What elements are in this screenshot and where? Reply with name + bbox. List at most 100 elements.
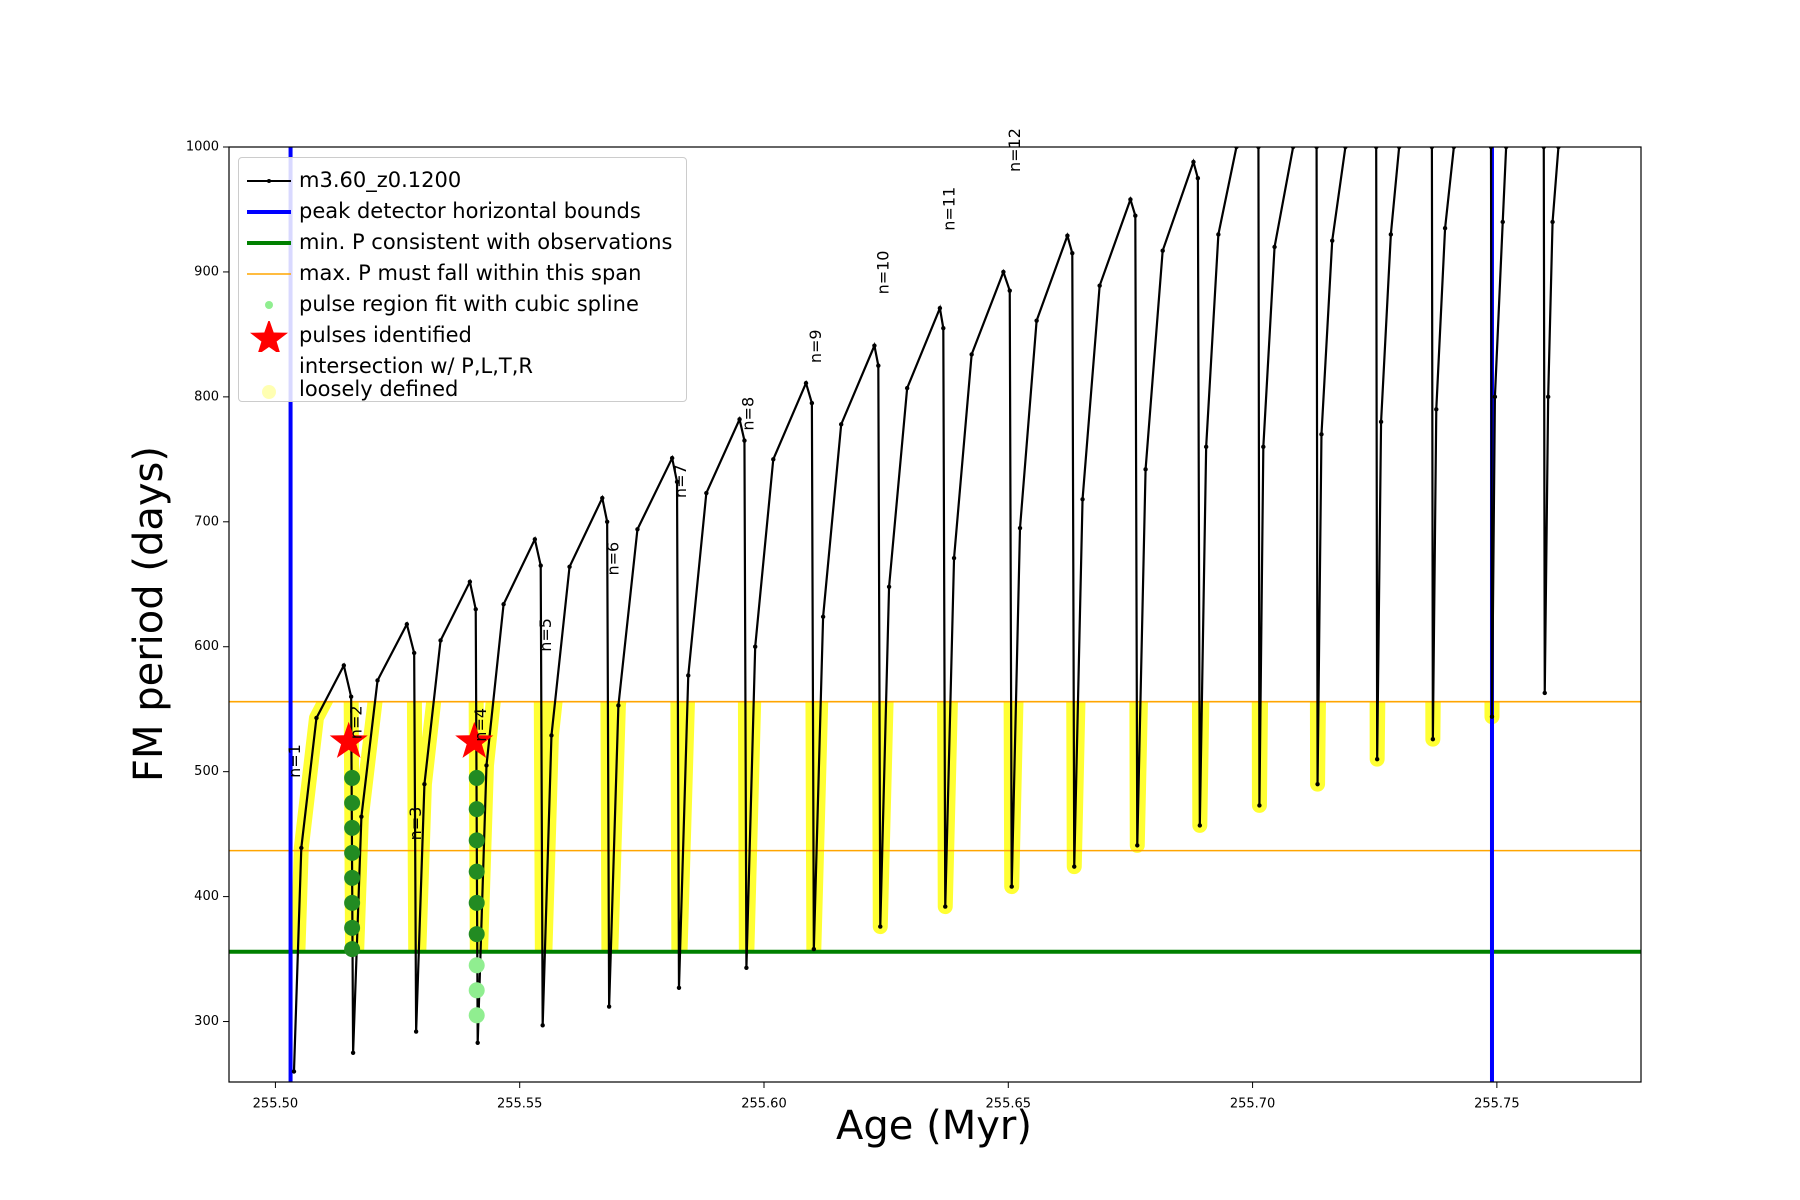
legend-entry: intersection w/ P,L,T,R loosely defined bbox=[239, 352, 686, 401]
track-point bbox=[422, 781, 427, 787]
track-point bbox=[538, 563, 543, 568]
track-point bbox=[669, 455, 675, 461]
legend-marker bbox=[250, 321, 288, 352]
track-point bbox=[771, 457, 776, 462]
fit-point bbox=[468, 957, 485, 974]
track-point bbox=[1160, 248, 1165, 253]
legend-entry: peak detector horizontal bounds bbox=[239, 197, 686, 228]
track-point bbox=[473, 607, 478, 612]
legend-label: min. P consistent with observations bbox=[299, 230, 673, 254]
track-point bbox=[604, 519, 610, 524]
track-point bbox=[635, 527, 640, 532]
fit-point bbox=[344, 869, 361, 886]
track-point bbox=[1203, 444, 1209, 450]
track-point bbox=[753, 644, 758, 649]
legend-symbol bbox=[250, 321, 288, 352]
pulse-label: n=10 bbox=[874, 251, 893, 295]
y-tick-label: 500 bbox=[194, 764, 219, 779]
y-tick-label: 600 bbox=[194, 639, 219, 654]
y-tick-label: 700 bbox=[194, 514, 219, 529]
track-point bbox=[838, 422, 844, 427]
track-point bbox=[375, 678, 380, 683]
track-point bbox=[501, 602, 506, 607]
track-point bbox=[567, 564, 572, 569]
fit-point bbox=[468, 863, 485, 880]
x-tick-label: 255.60 bbox=[741, 1097, 787, 1112]
legend-marker bbox=[265, 301, 273, 309]
track-point bbox=[1434, 407, 1439, 412]
y-tick-label: 400 bbox=[194, 889, 219, 904]
track-point bbox=[876, 363, 881, 368]
track-point bbox=[1442, 226, 1448, 231]
track-point bbox=[1034, 318, 1039, 323]
legend-marker bbox=[262, 385, 276, 399]
track-point bbox=[616, 703, 621, 708]
track-point bbox=[1197, 823, 1203, 828]
track-point bbox=[1080, 497, 1085, 502]
track-point bbox=[686, 673, 691, 678]
y-axis-label: FM period (days) bbox=[126, 446, 172, 782]
track-point bbox=[1374, 756, 1380, 762]
track-point bbox=[359, 814, 364, 819]
track-point bbox=[1065, 233, 1070, 238]
track-point bbox=[1545, 394, 1551, 400]
fit-point bbox=[468, 832, 485, 849]
track-point bbox=[1070, 250, 1075, 256]
legend-entry: pulses identified bbox=[239, 321, 686, 352]
legend-label: pulse region fit with cubic spline bbox=[299, 292, 639, 316]
x-tick-label: 255.70 bbox=[1230, 1097, 1276, 1112]
pulse-label: n=3 bbox=[406, 807, 425, 841]
fit-point bbox=[468, 926, 485, 943]
legend-marker bbox=[247, 273, 291, 275]
track-point bbox=[350, 1050, 356, 1055]
track-point bbox=[1007, 288, 1012, 293]
track-point bbox=[1261, 444, 1266, 450]
pulse-label: n=4 bbox=[471, 708, 490, 742]
track-point bbox=[532, 537, 538, 542]
legend-symbol bbox=[267, 179, 271, 183]
track-point bbox=[549, 733, 554, 738]
legend-marker bbox=[247, 179, 291, 183]
track-point bbox=[606, 1004, 612, 1009]
pulse-label: n=9 bbox=[806, 329, 825, 363]
fit-point bbox=[468, 1007, 485, 1024]
track-point bbox=[1143, 467, 1148, 472]
track-point bbox=[314, 715, 319, 721]
pulse-label: n=6 bbox=[603, 542, 622, 576]
track-point bbox=[1542, 690, 1547, 696]
track-point bbox=[1257, 803, 1262, 808]
track-point bbox=[744, 965, 749, 971]
pulse-star bbox=[329, 721, 368, 758]
track-point bbox=[299, 845, 304, 851]
y-tick-label: 800 bbox=[194, 389, 219, 404]
track-point bbox=[1489, 714, 1495, 719]
track-point bbox=[411, 650, 417, 656]
fit-point bbox=[344, 769, 361, 786]
track-point bbox=[803, 380, 809, 386]
fit-point bbox=[468, 982, 485, 999]
pulse-label: n=12 bbox=[1005, 128, 1024, 172]
fit-point bbox=[344, 819, 361, 836]
track-point bbox=[348, 694, 354, 699]
legend-label: max. P must fall within this span bbox=[299, 261, 642, 285]
track-point bbox=[809, 400, 815, 406]
track-point bbox=[600, 495, 605, 501]
x-tick-label: 255.50 bbox=[253, 1097, 299, 1112]
fit-point bbox=[468, 769, 485, 786]
legend-entry: m3.60_z0.1200 bbox=[239, 166, 686, 197]
track-point bbox=[1009, 884, 1014, 889]
legend-entry: pulse region fit with cubic spline bbox=[239, 290, 686, 321]
track-point bbox=[475, 1040, 480, 1045]
track-point bbox=[737, 417, 742, 422]
track-point bbox=[438, 638, 443, 643]
track-point bbox=[540, 1023, 545, 1028]
track-point bbox=[1315, 781, 1320, 787]
y-tick-label: 900 bbox=[194, 264, 219, 279]
pulse-label: n=2 bbox=[346, 705, 365, 739]
track-point bbox=[1492, 394, 1498, 400]
legend-label: m3.60_z0.1200 bbox=[299, 168, 462, 192]
track-point bbox=[1135, 843, 1140, 848]
track-point bbox=[1195, 176, 1201, 181]
